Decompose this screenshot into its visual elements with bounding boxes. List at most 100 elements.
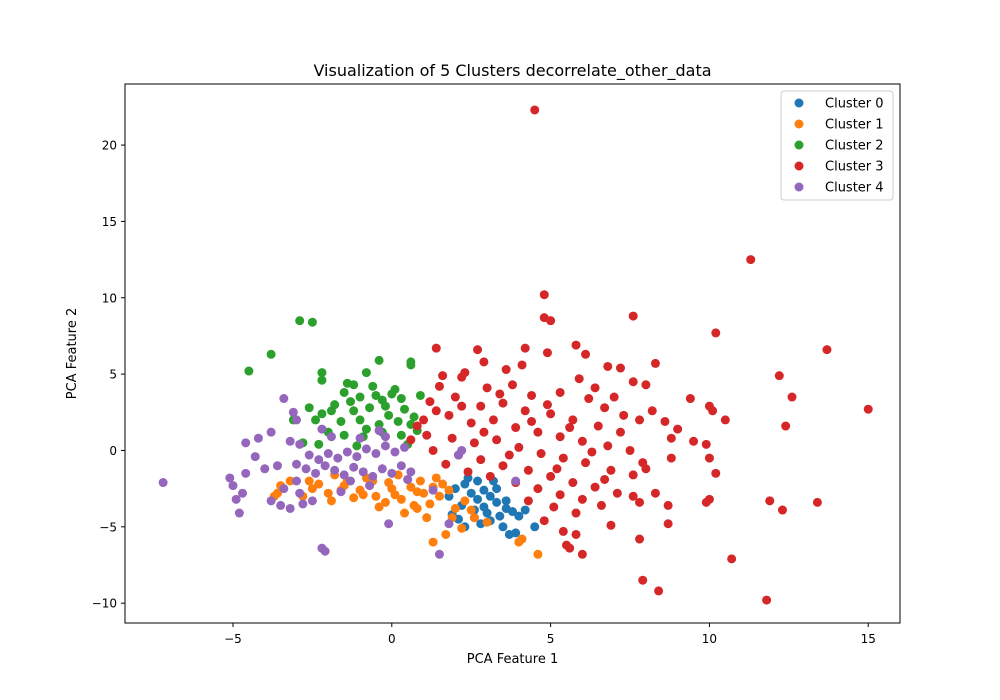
data-point (466, 418, 476, 428)
data-point (571, 508, 581, 518)
series-cluster-4 (158, 394, 521, 559)
data-point (355, 433, 365, 443)
data-point (492, 497, 502, 507)
data-point (339, 470, 349, 480)
data-point (238, 488, 248, 498)
data-point (485, 491, 495, 501)
data-point (558, 453, 568, 463)
data-point (555, 432, 565, 442)
data-point (663, 519, 673, 529)
data-point (400, 508, 410, 518)
data-point (304, 450, 314, 460)
data-point (609, 392, 619, 402)
data-point (482, 383, 492, 393)
data-point (689, 436, 699, 446)
data-point (612, 488, 622, 498)
data-point (434, 549, 444, 559)
data-point (374, 426, 384, 436)
data-point (533, 484, 543, 494)
data-point (504, 450, 514, 460)
data-point (295, 316, 305, 326)
data-point (384, 519, 394, 529)
data-point (498, 461, 508, 471)
data-point (326, 496, 336, 506)
data-point (565, 543, 575, 553)
data-point (349, 380, 359, 390)
data-point (396, 461, 406, 471)
data-point (584, 394, 594, 404)
data-point (323, 488, 333, 498)
y-tick-label: 5 (109, 368, 117, 382)
data-point (488, 415, 498, 425)
data-point (384, 410, 394, 420)
data-point (396, 430, 406, 440)
data-point (279, 484, 289, 494)
data-point (339, 430, 349, 440)
data-point (307, 496, 317, 506)
data-point (863, 404, 873, 414)
data-point (441, 459, 451, 469)
data-point (320, 546, 330, 556)
data-point (396, 494, 406, 504)
data-point (326, 406, 336, 416)
data-point (539, 290, 549, 300)
data-point (396, 394, 406, 404)
data-point (587, 447, 597, 457)
data-point (473, 345, 483, 355)
legend-label: Cluster 1 (825, 118, 884, 133)
data-point (241, 438, 251, 448)
data-point (425, 499, 435, 509)
y-tick-label: 15 (102, 215, 117, 229)
data-point (292, 415, 302, 425)
data-point (368, 471, 378, 481)
x-tick-label: 5 (547, 632, 555, 646)
data-point (638, 575, 648, 585)
data-point (457, 445, 467, 455)
data-point (390, 447, 400, 457)
data-point (501, 365, 511, 375)
data-point (330, 465, 340, 475)
x-tick-label: 0 (388, 632, 396, 646)
data-point (346, 476, 356, 486)
data-point (647, 406, 657, 416)
data-point (596, 500, 606, 510)
data-point (349, 493, 359, 503)
data-point (577, 436, 587, 446)
data-point (479, 357, 489, 367)
data-point (365, 403, 375, 413)
data-point (479, 502, 489, 512)
data-point (628, 470, 638, 480)
data-point (431, 343, 441, 353)
data-point (523, 496, 533, 506)
data-point (460, 368, 470, 378)
data-point (390, 384, 400, 394)
data-point (654, 586, 664, 596)
data-point (527, 416, 537, 426)
data-point (444, 519, 454, 529)
data-point (530, 522, 540, 532)
data-point (326, 432, 336, 442)
data-point (485, 471, 495, 481)
data-point (342, 447, 352, 457)
data-point (542, 348, 552, 358)
data-point (279, 394, 289, 404)
data-point (406, 357, 416, 367)
data-point (787, 392, 797, 402)
data-point (546, 409, 556, 419)
data-point (365, 481, 375, 491)
legend-marker (794, 140, 804, 150)
data-point (482, 517, 492, 527)
data-point (406, 435, 416, 445)
data-point (638, 458, 648, 468)
data-point (628, 311, 638, 321)
data-point (390, 490, 400, 500)
plot-frame (124, 83, 901, 624)
data-point (619, 410, 629, 420)
data-point (380, 432, 390, 442)
data-point (603, 441, 613, 451)
data-point (428, 445, 438, 455)
data-point (520, 505, 530, 515)
data-point (434, 491, 444, 501)
chart-title: Visualization of 5 Clusters decorrelate_… (313, 61, 711, 81)
